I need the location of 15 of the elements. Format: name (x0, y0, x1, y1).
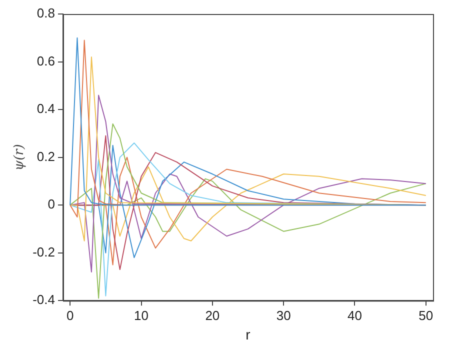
x-tick-label: 20 (205, 308, 220, 323)
x-tick-label: 30 (276, 308, 291, 323)
y-tick-label: 0.8 (36, 6, 55, 21)
x-axis-title: r (246, 326, 251, 342)
y-tick-label: -0.4 (32, 292, 55, 308)
y-tick-label: -0.2 (32, 244, 55, 260)
y-tick-label: 0.4 (36, 101, 55, 116)
y-tick-label: 0 (48, 196, 55, 212)
x-tick-label: 50 (418, 308, 434, 323)
y-tick-label: 0.6 (36, 53, 55, 68)
y-axis-title: ψ(r) (12, 144, 28, 171)
x-tick-label: 40 (347, 308, 362, 323)
x-tick-label: 10 (134, 308, 149, 323)
x-tick-label: 0 (66, 308, 74, 323)
y-tick-label: 0.2 (36, 148, 55, 164)
